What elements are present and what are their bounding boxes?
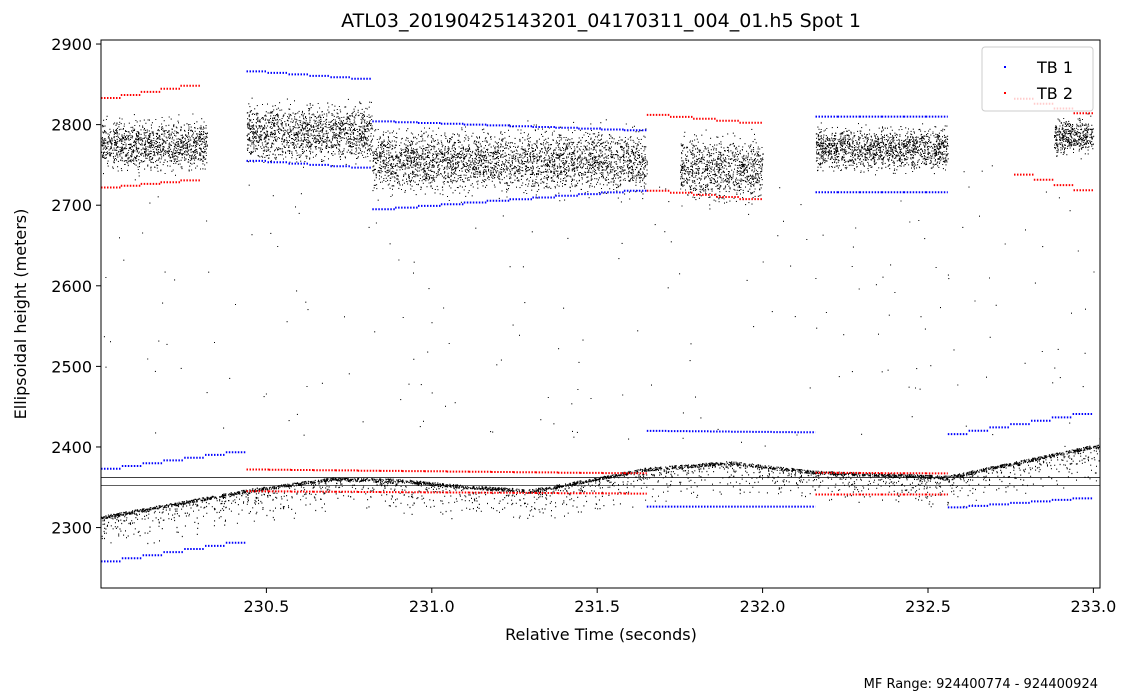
y-tick-label: 2700 [51, 196, 92, 215]
mf-range-label: MF Range: 924400774 - 924400924 [864, 677, 1098, 692]
y-tick-label: 2600 [51, 277, 92, 296]
legend-label: TB 1 [1036, 58, 1073, 77]
canopy-photon-points [101, 97, 1100, 447]
tb-segment [246, 468, 647, 475]
tb-segment [947, 497, 1094, 509]
legend-marker [1004, 66, 1006, 68]
y-tick-label: 2900 [51, 35, 92, 54]
chart-title: ATL03_20190425143201_04170311_004_01.h5 … [341, 10, 861, 32]
tb-segment [246, 70, 373, 80]
x-tick-label: 232.5 [905, 597, 951, 616]
tb-segment [101, 84, 201, 99]
tb-segment [246, 159, 373, 169]
legend: TB 1 TB 2 [981, 46, 1094, 112]
tb-segment [372, 189, 647, 211]
tb-segment [101, 541, 247, 563]
x-tick-label: 230.5 [243, 597, 289, 616]
y-axis-label: Ellipsoidal height (meters) [11, 209, 30, 420]
tb-segment [646, 189, 763, 201]
legend-marker [1004, 92, 1006, 94]
x-axis-label: Relative Time (seconds) [505, 625, 697, 644]
series-photons [101, 97, 1100, 545]
x-tick-label: 232.0 [740, 597, 786, 616]
plot-frame [100, 39, 1101, 589]
plot-area [101, 70, 1100, 563]
legend-box [981, 46, 1094, 112]
series-tb-1 [101, 70, 1094, 563]
y-tick-label: 2300 [51, 519, 92, 538]
tb-segment [101, 451, 247, 470]
tb-segment [646, 113, 763, 124]
y-tick-label: 2500 [51, 357, 92, 376]
tb-segment [372, 120, 647, 132]
legend-label: TB 2 [1036, 84, 1073, 103]
ground-photon-points [101, 444, 1100, 545]
tb-segment [646, 429, 816, 434]
tb-segment [947, 413, 1094, 436]
y-tick-label: 2400 [51, 438, 92, 457]
y-tick-label: 2800 [51, 116, 92, 135]
tb-segment [1014, 173, 1094, 192]
tb-segment [101, 179, 201, 189]
tb-segment [246, 490, 647, 495]
axes: 230.5 231.0 231.5 232.0 232.5 233.0 2300 2400 25… [51, 35, 1116, 616]
x-tick-label: 233.0 [1070, 597, 1116, 616]
x-tick-label: 231.5 [574, 597, 620, 616]
x-tick-label: 231.0 [409, 597, 455, 616]
